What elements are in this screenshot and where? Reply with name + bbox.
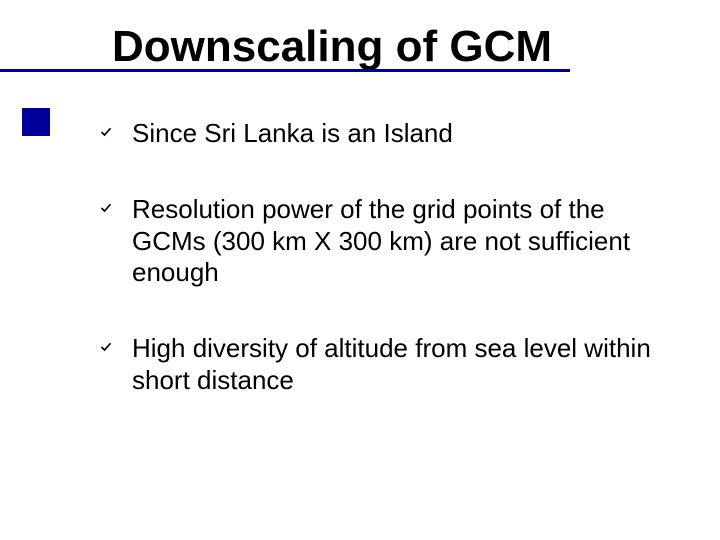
checkmark-icon (100, 126, 122, 138)
bullet-text: High diversity of altitude from sea leve… (132, 333, 660, 396)
list-item: High diversity of altitude from sea leve… (100, 333, 660, 396)
checkmark-icon (100, 202, 122, 214)
title-block: Downscaling of GCM (112, 24, 632, 70)
bullet-text: Resolution power of the grid points of t… (132, 194, 660, 289)
bullet-list: Since Sri Lanka is an Island Resolution … (100, 118, 660, 396)
title-underline (0, 69, 570, 72)
checkmark-icon (100, 341, 122, 353)
accent-square (22, 108, 50, 136)
list-item: Resolution power of the grid points of t… (100, 194, 660, 289)
list-item: Since Sri Lanka is an Island (100, 118, 660, 150)
bullet-text: Since Sri Lanka is an Island (132, 118, 453, 150)
slide-title: Downscaling of GCM (112, 24, 632, 70)
slide: Downscaling of GCM Since Sri Lanka is an… (0, 0, 720, 540)
